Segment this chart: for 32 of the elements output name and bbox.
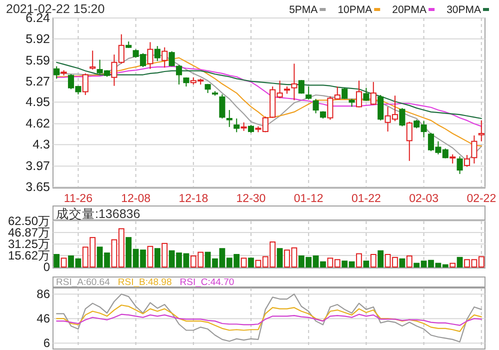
ytick: 15.62万	[8, 248, 50, 262]
xtick: 12-08	[121, 193, 150, 205]
xtick: 02-22	[466, 193, 496, 205]
xtick: 01-22	[352, 193, 381, 205]
ytick: 31.25万	[8, 237, 50, 251]
legend-label: 10PMA	[338, 4, 372, 16]
legend-label: 5PMA	[289, 4, 318, 16]
legend-label: 30PMA	[446, 4, 481, 16]
legend: RSI_B:48.98	[118, 277, 172, 288]
ytick: 46.87万	[8, 226, 50, 240]
xtick: 01-12	[294, 193, 324, 205]
ytick: 4.3	[32, 138, 50, 152]
ytick: 46	[36, 312, 50, 326]
legend: RSI_A:60.64	[56, 277, 110, 288]
ytick: 62.50万	[8, 214, 50, 228]
ytick: 3.97	[26, 159, 50, 174]
xtick: 12-18	[178, 193, 208, 205]
title: 成交量:136836	[56, 207, 140, 221]
ytick: 4.95	[26, 95, 50, 110]
ytick: 3.65	[26, 180, 50, 194]
ytick: 4.62	[26, 116, 50, 131]
ytick: 5.92	[26, 32, 50, 46]
ytick: 86	[36, 287, 50, 302]
ytick: 0	[43, 260, 50, 274]
legend-label: 20PMA	[392, 4, 427, 16]
xtick: 11-26	[64, 193, 92, 205]
legend: RSI_C:44.70	[180, 277, 234, 288]
xtick: 12-30	[236, 193, 266, 205]
ytick: 5.27	[26, 74, 50, 88]
ytick: 5.59	[26, 53, 50, 68]
ytick: 6	[43, 336, 50, 350]
xtick: 02-03	[409, 193, 438, 205]
